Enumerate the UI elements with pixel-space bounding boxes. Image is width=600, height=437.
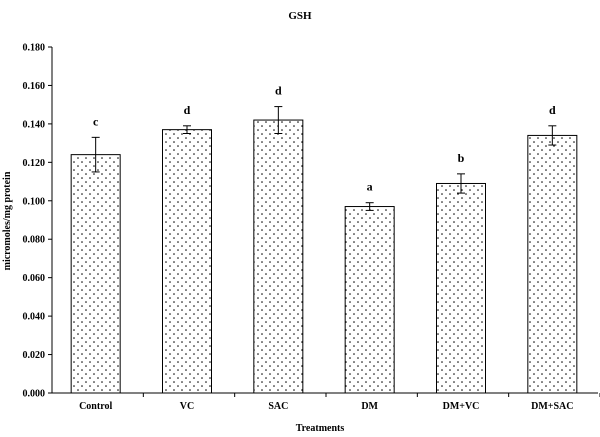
significance-label: b <box>458 151 465 165</box>
x-tick-label: Control <box>79 401 112 412</box>
bar <box>527 134 578 394</box>
x-tick-label: DM+SAC <box>531 401 573 412</box>
y-tick-label: 0.020 <box>23 350 46 361</box>
y-tick-label: 0.180 <box>23 43 46 54</box>
significance-label: d <box>549 103 556 117</box>
significance-label: a <box>367 180 373 194</box>
bar <box>436 182 486 394</box>
y-tick-label: 0.140 <box>23 119 46 130</box>
y-tick-label: 0.060 <box>23 273 46 284</box>
y-tick-label: 0.000 <box>23 389 46 400</box>
x-tick-label: SAC <box>268 401 288 412</box>
bar <box>344 206 395 394</box>
significance-label: c <box>93 114 99 128</box>
y-tick-label: 0.080 <box>23 235 46 246</box>
y-tick-label: 0.160 <box>23 81 46 92</box>
significance-label: d <box>184 103 191 117</box>
bar <box>70 154 121 394</box>
y-tick-label: 0.040 <box>23 312 46 323</box>
plot-area: 0.000 0.020 0.040 0.060 0.080 0.100 0.120 0.140… <box>23 43 600 412</box>
x-tick-label: VC <box>180 401 194 412</box>
significance-label: d <box>275 84 282 98</box>
chart-title: GSH <box>288 10 312 22</box>
bar <box>162 129 212 394</box>
y-tick-label: 0.120 <box>23 158 46 169</box>
x-tick-label: DM+VC <box>443 401 480 412</box>
y-axis-label: micromoles/mg protein <box>2 171 13 270</box>
x-axis-label: Treatments <box>296 423 345 434</box>
y-tick-label: 0.100 <box>23 196 46 207</box>
bar <box>253 119 304 394</box>
x-tick-label: DM <box>361 401 378 412</box>
